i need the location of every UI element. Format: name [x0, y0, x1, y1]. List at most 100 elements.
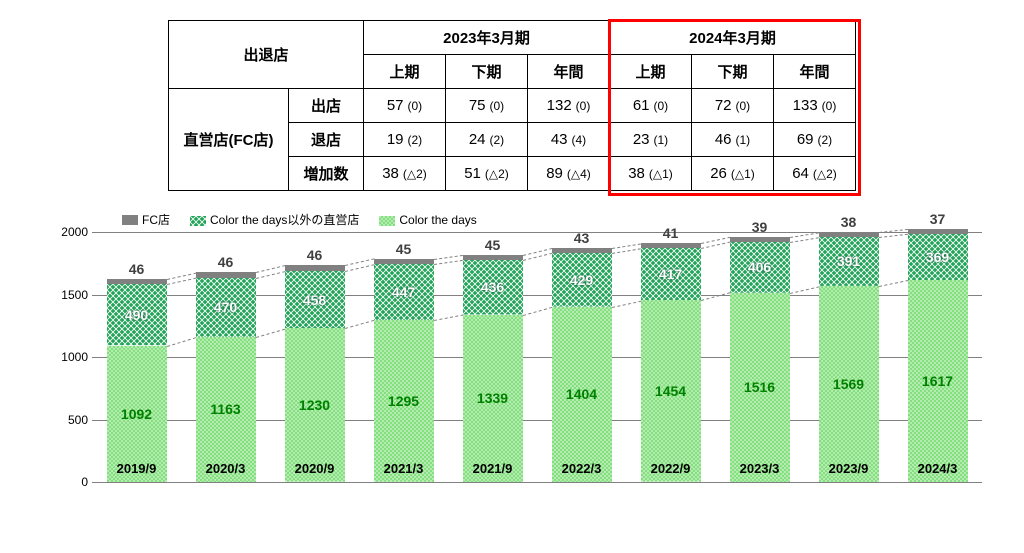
connector-line	[790, 237, 819, 243]
bar-segment-ctd	[819, 286, 879, 482]
table-cell: 19(2)	[364, 123, 446, 157]
bar-segment-other	[819, 237, 879, 286]
connector-line	[434, 315, 463, 321]
legend-other: Color the days以外の直営店	[190, 211, 359, 228]
store-count-chart: FC店 Color the days以外の直営店 Color the days …	[42, 211, 982, 482]
connector-line	[345, 320, 374, 329]
y-tick-label: 0	[42, 475, 88, 489]
y-tick-label: 1500	[42, 288, 88, 302]
table-main-header: 出退店	[169, 21, 364, 89]
grid-line	[92, 482, 982, 483]
x-tick-label: 2024/3	[898, 461, 978, 476]
bar-segment-fc	[819, 232, 879, 237]
connector-line	[612, 248, 641, 254]
bar-segment-other	[463, 260, 523, 315]
table-cell: 75(0)	[446, 89, 528, 123]
bar-group: 145441741	[641, 232, 701, 482]
row-label: 出店	[289, 89, 364, 123]
connector-line	[790, 286, 819, 294]
bar-group: 156939138	[819, 232, 879, 482]
y-tick-label: 2000	[42, 225, 88, 239]
table-cell: 69(2)	[774, 123, 856, 157]
chart-legend: FC店 Color the days以外の直営店 Color the days	[122, 211, 982, 228]
bar-segment-other	[641, 248, 701, 300]
bar-group: 123045846	[285, 232, 345, 482]
connector-line	[612, 300, 641, 307]
table-cell: 23(1)	[610, 123, 692, 157]
table-cell: 61(0)	[610, 89, 692, 123]
sub-period-header: 上期	[364, 55, 446, 89]
row-label: 退店	[289, 123, 364, 157]
bar-segment-ctd	[374, 320, 434, 482]
bar-segment-ctd	[908, 280, 968, 482]
store-table-container: 出退店 2023年3月期 2024年3月期 上期下期年間上期下期年間 直営店(F…	[20, 20, 1004, 191]
legend-fc: FC店	[122, 211, 170, 228]
table-cell: 89(△4)	[528, 157, 610, 191]
table-cell: 46(1)	[692, 123, 774, 157]
sub-period-header: 下期	[446, 55, 528, 89]
bar-value-fc: 46	[285, 247, 345, 263]
sub-period-header: 年間	[774, 55, 856, 89]
bar-segment-other	[107, 284, 167, 345]
connector-line	[434, 260, 463, 265]
connector-line	[879, 234, 908, 238]
bar-value-fc: 45	[374, 241, 434, 257]
table-cell: 132(0)	[528, 89, 610, 123]
bar-segment-ctd	[552, 307, 612, 483]
bar-segment-fc	[374, 259, 434, 265]
bar-segment-other	[730, 242, 790, 293]
row-label: 増加数	[289, 157, 364, 191]
x-tick-label: 2020/3	[186, 461, 266, 476]
x-tick-label: 2021/9	[453, 461, 533, 476]
connector-line	[523, 307, 552, 316]
y-tick-label: 1000	[42, 350, 88, 364]
legend-label-fc: FC店	[142, 211, 170, 228]
bar-segment-fc	[285, 265, 345, 271]
chart-x-axis: 2019/92020/32020/92021/32021/92022/32022…	[92, 461, 982, 481]
bar-value-fc: 46	[196, 254, 256, 270]
legend-swatch-ctd	[379, 215, 395, 225]
table-row: 直営店(FC店)出店57(0)75(0)132(0)61(0)72(0)133(…	[169, 89, 856, 123]
table-cell: 26(△1)	[692, 157, 774, 191]
table-cell: 72(0)	[692, 89, 774, 123]
x-tick-label: 2019/9	[97, 461, 177, 476]
x-tick-label: 2020/9	[275, 461, 355, 476]
connector-line	[879, 280, 908, 287]
connector-line	[612, 243, 641, 248]
bar-segment-ctd	[285, 328, 345, 482]
connector-line	[167, 337, 196, 347]
connector-line	[434, 255, 463, 260]
bar-segment-other	[908, 234, 968, 280]
table-cell: 64(△2)	[774, 157, 856, 191]
connector-line	[256, 271, 285, 279]
bar-group: 133943645	[463, 232, 523, 482]
legend-ctd: Color the days	[379, 211, 476, 228]
bar-segment-fc	[730, 237, 790, 242]
sub-period-header: 下期	[692, 55, 774, 89]
table-cell: 43(4)	[528, 123, 610, 157]
y-tick-label: 500	[42, 413, 88, 427]
bar-group: 116347046	[196, 232, 256, 482]
bar-segment-other	[552, 253, 612, 307]
bar-value-fc: 45	[463, 237, 523, 253]
table-cell: 24(2)	[446, 123, 528, 157]
chart-plot-area: 0500100015002000109249046116347046123045…	[42, 232, 982, 482]
sub-period-header: 年間	[528, 55, 610, 89]
table-cell: 133(0)	[774, 89, 856, 123]
bar-value-fc: 43	[552, 230, 612, 246]
legend-label-other: Color the days以外の直営店	[210, 211, 359, 228]
table-cell: 38(△1)	[610, 157, 692, 191]
table-cell: 57(0)	[364, 89, 446, 123]
store-openclose-table: 出退店 2023年3月期 2024年3月期 上期下期年間上期下期年間 直営店(F…	[168, 20, 856, 191]
table-cell: 38(△2)	[364, 157, 446, 191]
header-2023: 2023年3月期	[364, 21, 610, 55]
connector-line	[345, 264, 374, 272]
bar-segment-fc	[908, 229, 968, 234]
header-2024: 2024年3月期	[610, 21, 856, 55]
x-tick-label: 2022/3	[542, 461, 622, 476]
bar-segment-fc	[463, 255, 523, 261]
bar-segment-ctd	[463, 315, 523, 482]
bar-segment-other	[196, 278, 256, 337]
bar-group: 109249046	[107, 232, 167, 482]
bar-group: 140442943	[552, 232, 612, 482]
